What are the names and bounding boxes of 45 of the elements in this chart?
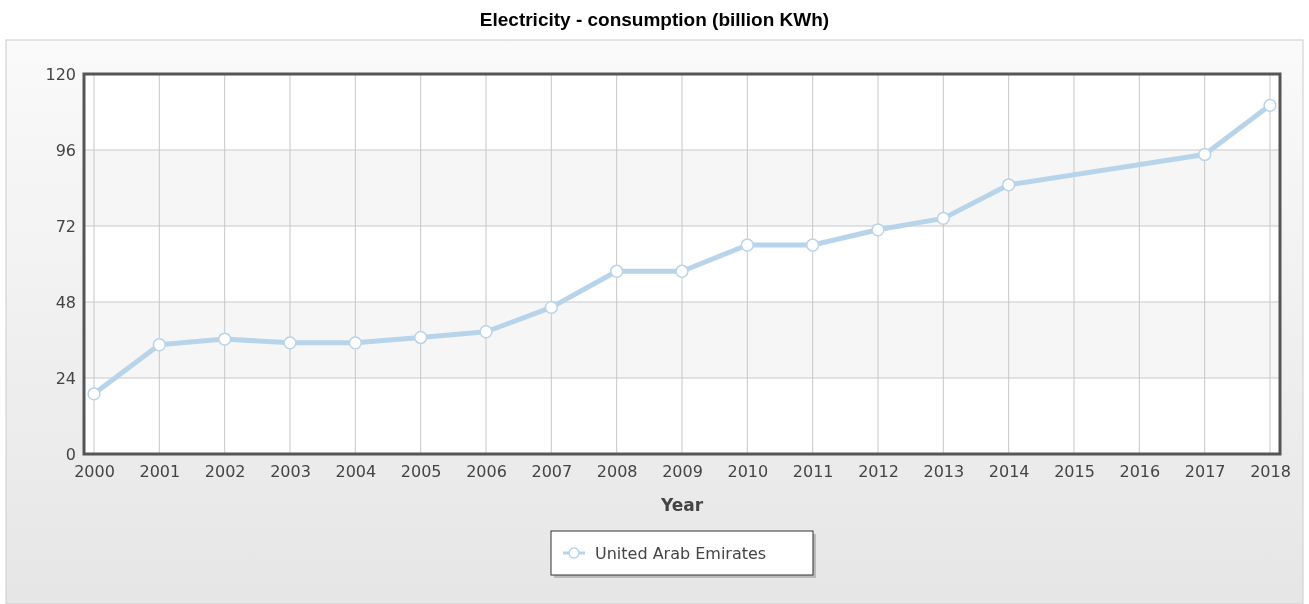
point: [414, 330, 428, 345]
x-tick-label: 2014: [988, 462, 1030, 482]
x-tick-label: 2006: [466, 462, 507, 482]
x-tick-label: 2016: [1119, 462, 1161, 482]
x-tick-label: 2005: [400, 462, 442, 482]
y-tick-label: 0: [65, 444, 76, 464]
point: [740, 238, 754, 252]
point: [218, 332, 232, 346]
x-tick-label: 2001: [139, 462, 181, 482]
point: [1002, 178, 1016, 192]
x-tick-label: 2018: [1250, 462, 1291, 482]
y-tick-label: 24: [55, 368, 76, 388]
point: [1263, 98, 1277, 113]
point: [871, 223, 885, 237]
x-tick-label: 2012: [858, 462, 899, 482]
x-tick-label: 2017: [1184, 462, 1226, 482]
point: [544, 300, 558, 315]
x-tick-label: 2008: [596, 462, 638, 482]
point: [806, 238, 820, 252]
point: [283, 336, 297, 350]
legend-label: United Arab Emirates: [595, 544, 767, 563]
x-axis-title: Year: [659, 495, 704, 515]
x-tick-label: 2013: [923, 462, 965, 482]
x-tick-label: 2009: [662, 462, 703, 482]
point: [87, 387, 101, 401]
y-tick-label: 120: [45, 64, 76, 84]
y-tick-label: 96: [55, 140, 76, 160]
x-tick-label: 2010: [727, 462, 769, 482]
point: [675, 264, 689, 278]
point: [348, 336, 362, 350]
y-tick-label: 48: [55, 292, 76, 312]
x-tick-label: 2004: [335, 462, 377, 482]
x-tick-label: 2002: [204, 462, 246, 482]
x-tick-label: 2015: [1054, 462, 1095, 482]
point: [936, 211, 950, 226]
chart-title: Electricity - consumption (billion KWh): [479, 9, 830, 30]
x-tick-label: 2003: [270, 462, 311, 482]
x-tick-label: 2000: [74, 462, 115, 482]
x-tick-label: 2011: [792, 462, 834, 482]
point: [1198, 147, 1212, 162]
point: [610, 264, 624, 278]
point: [479, 325, 493, 339]
x-tick-label: 2007: [531, 462, 573, 482]
y-tick-label: 72: [55, 216, 76, 236]
point: [152, 338, 166, 352]
